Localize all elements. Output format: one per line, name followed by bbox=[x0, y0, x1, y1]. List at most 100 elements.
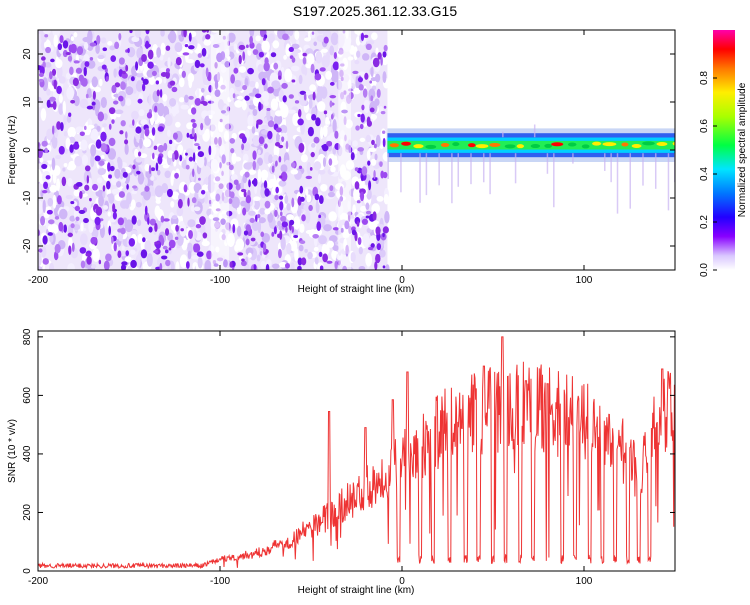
noise-blob bbox=[264, 188, 270, 197]
noise-blob bbox=[110, 55, 117, 63]
noise-blob bbox=[70, 99, 76, 104]
noise-blob bbox=[58, 145, 65, 155]
noise-speck bbox=[196, 87, 200, 99]
noise-speck bbox=[248, 169, 257, 175]
signal-peak bbox=[567, 142, 577, 147]
noise-speck bbox=[83, 42, 89, 50]
noise-blob bbox=[174, 172, 179, 179]
noise-speck bbox=[113, 68, 117, 78]
noise-blob bbox=[86, 105, 94, 110]
y-tick-label: 400 bbox=[22, 445, 33, 462]
noise-blob bbox=[124, 139, 129, 145]
noise-blob bbox=[274, 209, 278, 218]
noise-speck bbox=[264, 124, 269, 130]
noise-speck bbox=[317, 30, 325, 35]
colorbar-tick-label: 0.2 bbox=[699, 215, 710, 229]
noise-speck bbox=[197, 154, 205, 168]
noise-blob bbox=[256, 119, 263, 125]
noise-blob bbox=[250, 237, 256, 242]
noise-blob bbox=[180, 228, 184, 232]
noise-speck bbox=[80, 222, 84, 232]
noise-speck bbox=[368, 88, 376, 100]
noise-blob bbox=[262, 243, 267, 253]
noise-blob bbox=[311, 31, 315, 35]
noise-speck bbox=[362, 233, 370, 248]
noise-blob bbox=[279, 175, 283, 179]
noise-speck bbox=[309, 84, 317, 92]
noise-speck bbox=[301, 64, 307, 75]
noise-blob bbox=[141, 77, 144, 81]
noise-blob bbox=[128, 237, 136, 247]
noise-blob bbox=[154, 105, 158, 113]
noise-blob bbox=[118, 57, 125, 65]
noise-blob bbox=[185, 261, 190, 269]
noise-blob bbox=[146, 112, 153, 119]
noise-blob bbox=[235, 183, 241, 191]
signal-peak bbox=[425, 144, 437, 149]
signal-streak bbox=[546, 153, 549, 174]
noise-blob bbox=[240, 188, 247, 193]
noise-speck bbox=[144, 240, 152, 253]
noise-speck bbox=[96, 177, 103, 184]
noise-speck bbox=[352, 140, 358, 147]
noise-speck bbox=[87, 30, 93, 44]
noise-speck bbox=[267, 212, 274, 223]
noise-speck bbox=[307, 251, 313, 260]
noise-blob bbox=[113, 242, 117, 252]
noise-blob bbox=[303, 93, 307, 101]
x-tick-label: -200 bbox=[28, 275, 48, 286]
noise-speck bbox=[256, 254, 261, 262]
signal-peak bbox=[475, 144, 489, 149]
noise-speck bbox=[361, 53, 370, 61]
noise-gap bbox=[210, 30, 230, 270]
noise-speck bbox=[162, 93, 168, 102]
noise-speck bbox=[121, 187, 128, 193]
noise-blob bbox=[76, 46, 84, 56]
signal-peak bbox=[642, 141, 655, 146]
noise-blob bbox=[73, 60, 80, 64]
noise-blob bbox=[255, 93, 262, 99]
noise-blob bbox=[59, 35, 64, 44]
noise-blob bbox=[120, 227, 126, 235]
noise-blob bbox=[125, 131, 128, 139]
noise-speck bbox=[294, 30, 300, 40]
noise-speck bbox=[90, 153, 95, 168]
noise-speck bbox=[55, 154, 62, 160]
noise-speck bbox=[164, 170, 171, 179]
noise-blob bbox=[373, 170, 376, 180]
noise-blob bbox=[117, 250, 122, 259]
noise-speck bbox=[131, 110, 139, 120]
noise-speck bbox=[234, 244, 240, 252]
noise-blob bbox=[169, 139, 173, 145]
noise-blob bbox=[249, 35, 253, 45]
noise-speck bbox=[314, 257, 319, 265]
signal-peak bbox=[389, 143, 399, 148]
noise-blob bbox=[52, 125, 55, 135]
noise-blob bbox=[270, 52, 277, 58]
noise-speck bbox=[162, 164, 170, 169]
noise-blob bbox=[94, 155, 101, 162]
noise-speck bbox=[175, 261, 180, 270]
noise-blob bbox=[285, 140, 289, 150]
noise-speck bbox=[329, 45, 335, 56]
noise-speck bbox=[227, 32, 236, 43]
noise-blob bbox=[72, 77, 79, 87]
noise-speck bbox=[177, 30, 182, 36]
noise-blob bbox=[157, 144, 165, 153]
signal-streak bbox=[610, 153, 612, 183]
noise-blob bbox=[318, 251, 323, 258]
noise-blob bbox=[171, 86, 178, 93]
signal-peak bbox=[602, 142, 617, 147]
noise-blob bbox=[131, 215, 137, 225]
noise-blob bbox=[361, 104, 365, 111]
noise-blob bbox=[301, 257, 307, 266]
noise-blob bbox=[256, 214, 261, 219]
noise-blob bbox=[372, 176, 378, 182]
noise-blob bbox=[43, 181, 49, 190]
noise-speck bbox=[47, 197, 54, 207]
noise-speck bbox=[255, 81, 259, 89]
signal-streak bbox=[457, 153, 460, 187]
noise-blob bbox=[47, 219, 55, 225]
noise-blob bbox=[252, 160, 257, 171]
noise-speck bbox=[119, 172, 124, 180]
